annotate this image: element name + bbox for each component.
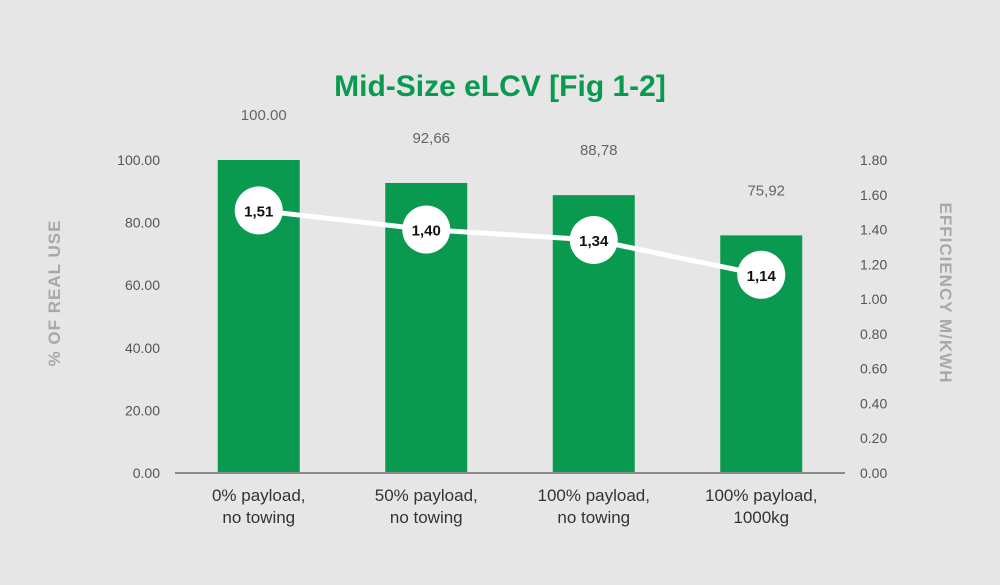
efficiency-point-label: 1,40 xyxy=(412,223,441,240)
x-tick-label: no towing xyxy=(222,508,295,527)
y2-tick-label: 0.60 xyxy=(860,361,887,377)
bar-value-label: 88,78 xyxy=(580,142,618,159)
y-tick-label: 0.00 xyxy=(133,465,160,481)
y2-tick-label: 1.60 xyxy=(860,187,887,203)
efficiency-point-label: 1,34 xyxy=(579,233,609,250)
x-tick-label: no towing xyxy=(390,508,463,527)
y2-tick-label: 1.20 xyxy=(860,256,887,272)
y-tick-label: 20.00 xyxy=(125,402,160,418)
bar-value-label: 100.00 xyxy=(241,107,287,124)
x-tick-label: 100% payload, xyxy=(538,486,650,505)
chart-title: Mid-Size eLCV [Fig 1-2] xyxy=(334,70,666,103)
y2-tick-label: 0.40 xyxy=(860,395,887,411)
x-tick-label: no towing xyxy=(557,508,630,527)
efficiency-point xyxy=(402,205,451,254)
efficiency-point xyxy=(569,215,618,264)
y-tick-label: 80.00 xyxy=(125,215,160,231)
y2-tick-label: 0.20 xyxy=(860,430,887,446)
y-tick-label: 100.00 xyxy=(117,152,160,168)
bar-value-label: 92,66 xyxy=(412,130,450,147)
efficiency-point xyxy=(234,186,283,235)
y2-tick-label: 1.00 xyxy=(860,291,887,307)
y2-tick-label: 1.40 xyxy=(860,222,887,238)
y-tick-label: 60.00 xyxy=(125,277,160,293)
efficiency-point-label: 1,51 xyxy=(244,203,273,220)
efficiency-point-label: 1,14 xyxy=(747,268,777,285)
y-tick-label: 40.00 xyxy=(125,340,160,356)
y2-axis-title: EFFICIENCY M/KWH xyxy=(936,203,955,384)
x-tick-label: 100% payload, xyxy=(705,486,817,505)
x-tick-label: 50% payload, xyxy=(375,486,478,505)
bar-value-label: 75,92 xyxy=(747,182,785,199)
x-tick-label: 0% payload, xyxy=(212,486,306,505)
efficiency-point xyxy=(737,250,786,299)
x-tick-label: 1000kg xyxy=(733,508,789,527)
y-axis-title: % OF REAL USE xyxy=(45,220,64,367)
y2-tick-label: 1.80 xyxy=(860,152,887,168)
y2-tick-label: 0.00 xyxy=(860,465,887,481)
efficiency-line xyxy=(258,207,762,278)
y2-tick-label: 0.80 xyxy=(860,326,887,342)
